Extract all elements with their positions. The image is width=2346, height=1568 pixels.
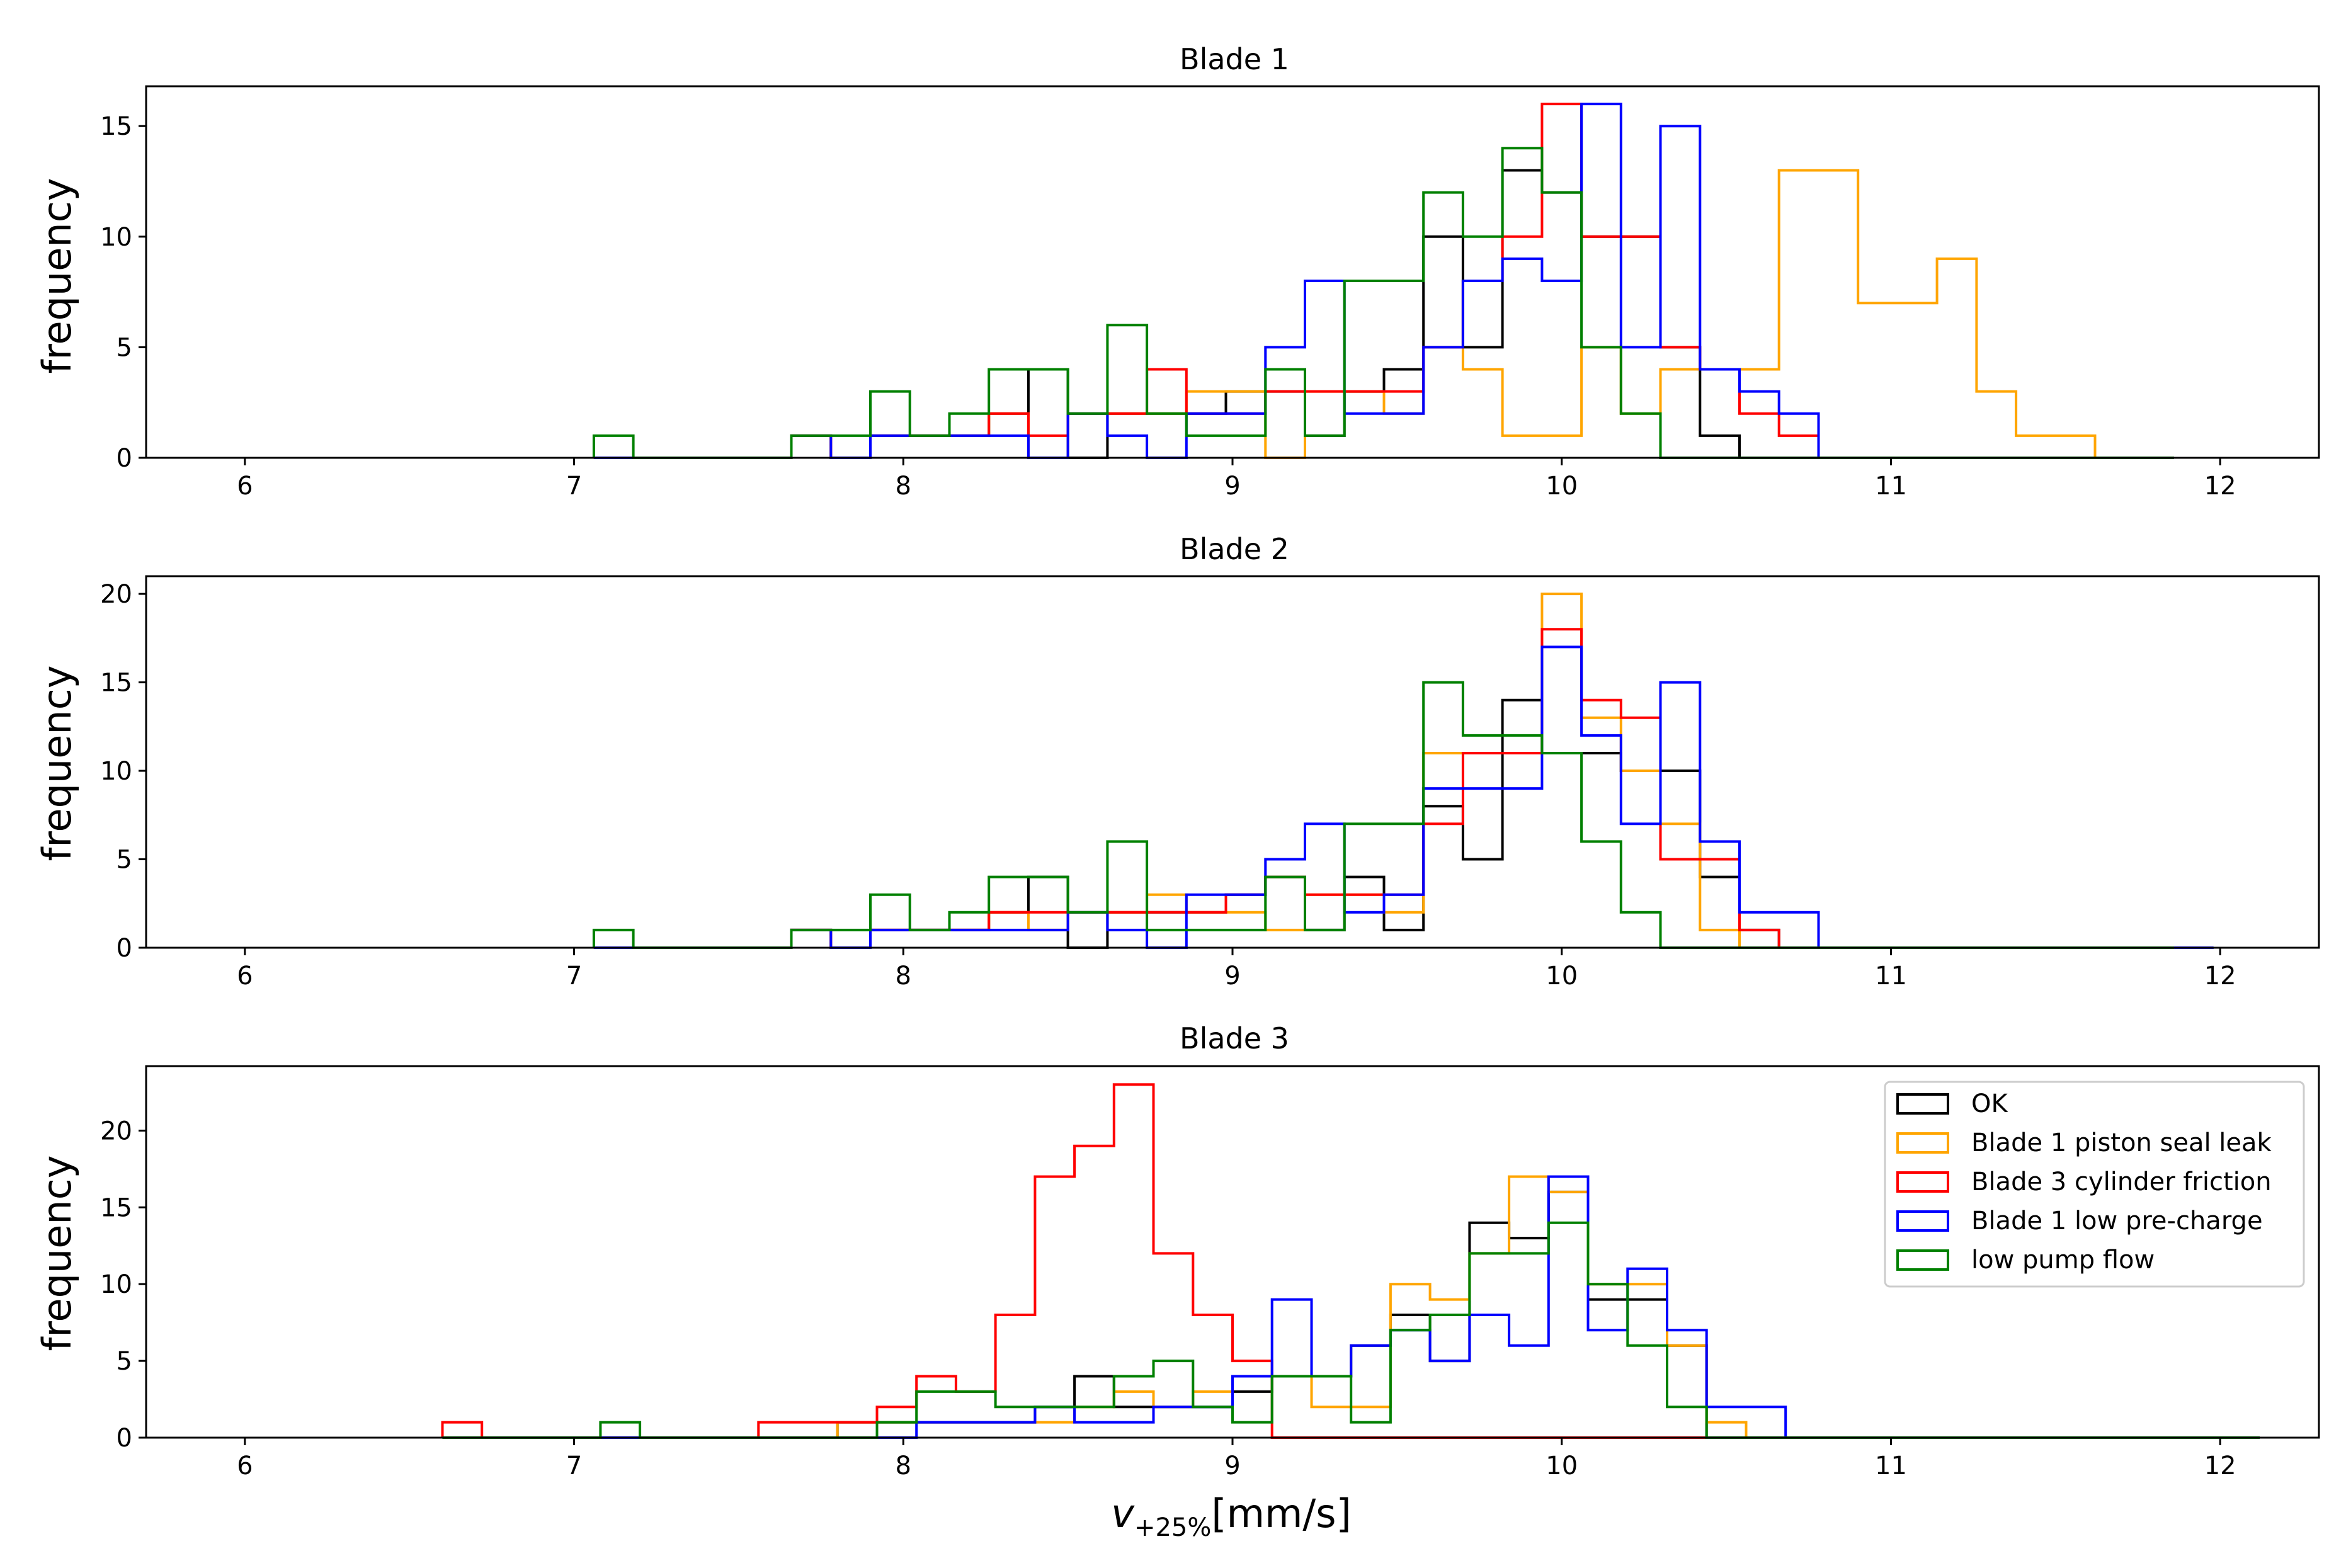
- x-tick-label: 11: [1875, 472, 1907, 501]
- axes-frame: [145, 85, 2320, 459]
- x-tick-label: 8: [896, 1452, 911, 1480]
- x-axis-label-symbol: v: [1111, 1491, 1135, 1537]
- y-axis-label: frequency: [34, 666, 80, 861]
- legend-entry: Blade 3 cylinder friction: [1896, 1167, 2272, 1196]
- x-tick-label: 10: [1546, 1452, 1578, 1480]
- x-tick-label: 10: [1546, 472, 1578, 501]
- y-tick-label: 15: [100, 112, 132, 141]
- histogram-series: [593, 103, 2174, 459]
- x-tick-label: 7: [566, 1452, 582, 1480]
- legend: OK Blade 1 piston seal leak Blade 3 cyli…: [1884, 1081, 2305, 1288]
- y-tick-label: 10: [100, 223, 132, 252]
- x-tick-label: 11: [1875, 1452, 1907, 1480]
- y-tick-label: 5: [117, 846, 132, 875]
- y-tick-label: 5: [117, 333, 132, 362]
- x-tick-label: 10: [1546, 962, 1578, 991]
- legend-label: Blade 3 cylinder friction: [1971, 1167, 2272, 1196]
- legend-swatch: [1896, 1132, 1949, 1154]
- axis-ticks: 6 7 8 9 10 11 12 0 5 10 15: [100, 112, 2236, 501]
- legend-entry: Blade 1 low pre-charge: [1896, 1207, 2263, 1236]
- legend-swatch: [1896, 1249, 1949, 1271]
- legend-label: Blade 1 piston seal leak: [1971, 1128, 2272, 1157]
- x-tick-label: 6: [237, 1452, 253, 1480]
- axis-ticks: 6 7 8 9 10 11 12 0 5 10 15 20: [100, 1116, 2236, 1480]
- y-tick-label: 0: [117, 444, 132, 473]
- axes-frame: [145, 1065, 2320, 1439]
- panel-title: Blade 3: [1180, 1021, 1289, 1055]
- x-tick-label: 9: [1224, 962, 1240, 991]
- x-tick-label: 7: [566, 472, 582, 501]
- panel-title: Blade 1: [1180, 42, 1289, 76]
- y-tick-label: 15: [100, 1193, 132, 1222]
- legend-swatch: [1896, 1210, 1949, 1232]
- legend-entry: low pump flow: [1896, 1246, 2155, 1275]
- y-tick-label: 5: [117, 1347, 132, 1376]
- blade-1-panel: Blade 1 frequency 6 7 8 9 10 11 12 0 5 10 15: [34, 42, 2320, 501]
- x-tick-label: 12: [2204, 962, 2236, 991]
- y-tick-label: 0: [117, 934, 132, 963]
- blade-2-panel: Blade 2 frequency 6 7 8 9 10 11 12 0 5 10 15 20: [34, 532, 2320, 991]
- legend-entry: OK: [1896, 1089, 2008, 1118]
- x-tick-label: 6: [237, 472, 253, 501]
- legend-label: low pump flow: [1971, 1246, 2155, 1275]
- x-tick-label: 6: [237, 962, 253, 991]
- x-axis-label-subscript: +25%: [1134, 1513, 1211, 1542]
- x-tick-label: 9: [1224, 472, 1240, 501]
- y-tick-label: 10: [100, 1270, 132, 1299]
- x-tick-label: 7: [566, 962, 582, 991]
- x-axis-label: v+25%[mm/s]: [1111, 1491, 1351, 1542]
- axes-frame: [145, 575, 2320, 949]
- y-tick-label: 20: [100, 580, 132, 609]
- legend-label: Blade 1 low pre-charge: [1971, 1207, 2263, 1236]
- y-tick-label: 0: [117, 1424, 132, 1453]
- y-axis-label: frequency: [34, 1156, 80, 1351]
- blade-3-panel: Blade 3 frequency 6 7 8 9 10 11 12 0 5 10 15 20 v+2…: [34, 1021, 2320, 1542]
- legend-entry: Blade 1 piston seal leak: [1896, 1128, 2272, 1157]
- y-tick-label: 20: [100, 1116, 132, 1145]
- y-tick-label: 10: [100, 757, 132, 786]
- x-tick-label: 12: [2204, 472, 2236, 501]
- y-tick-label: 15: [100, 669, 132, 698]
- x-tick-label: 11: [1875, 962, 1907, 991]
- axis-ticks: 6 7 8 9 10 11 12 0 5 10 15 20: [100, 580, 2236, 991]
- x-tick-label: 12: [2204, 1452, 2236, 1480]
- legend-label: OK: [1971, 1089, 2008, 1118]
- legend-frame: [1884, 1081, 2305, 1288]
- x-tick-label: 8: [896, 962, 911, 991]
- legend-swatch: [1896, 1171, 1949, 1193]
- legend-swatch: [1896, 1093, 1949, 1115]
- y-axis-label: frequency: [34, 178, 80, 374]
- x-tick-label: 9: [1224, 1452, 1240, 1480]
- x-tick-label: 8: [896, 472, 911, 501]
- panel-title: Blade 2: [1180, 532, 1289, 566]
- x-axis-label-unit: [mm/s]: [1211, 1491, 1351, 1537]
